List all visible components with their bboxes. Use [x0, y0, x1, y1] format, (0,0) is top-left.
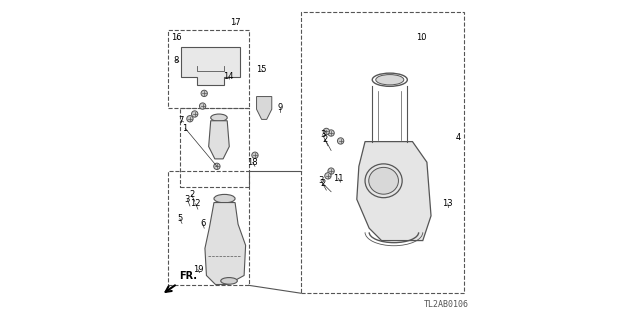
- Circle shape: [214, 163, 220, 170]
- Ellipse shape: [221, 277, 237, 284]
- Polygon shape: [257, 97, 272, 119]
- Circle shape: [200, 103, 206, 109]
- Ellipse shape: [214, 195, 235, 203]
- Circle shape: [201, 90, 207, 97]
- Text: 3: 3: [318, 176, 324, 185]
- Text: 18: 18: [248, 158, 258, 167]
- Text: FR.: FR.: [179, 271, 197, 281]
- Text: 9: 9: [278, 103, 283, 112]
- Text: 19: 19: [193, 265, 203, 274]
- Text: 2: 2: [321, 179, 326, 188]
- Circle shape: [328, 168, 334, 174]
- Circle shape: [252, 152, 258, 158]
- Text: 5: 5: [177, 214, 182, 223]
- Text: 16: 16: [172, 33, 182, 42]
- Text: 13: 13: [442, 199, 453, 208]
- Circle shape: [337, 138, 344, 144]
- Text: 15: 15: [256, 65, 267, 74]
- Text: 12: 12: [190, 199, 201, 208]
- Text: 11: 11: [333, 174, 344, 183]
- Text: 17: 17: [230, 19, 240, 28]
- Text: 3: 3: [185, 195, 190, 204]
- Ellipse shape: [369, 167, 399, 194]
- Text: 2: 2: [189, 190, 194, 199]
- Text: 10: 10: [416, 33, 427, 42]
- Polygon shape: [181, 47, 240, 85]
- Polygon shape: [205, 203, 246, 284]
- Text: 8: 8: [173, 56, 179, 65]
- Text: 14: 14: [223, 72, 234, 81]
- Circle shape: [323, 128, 330, 135]
- Text: TL2AB0106: TL2AB0106: [424, 300, 469, 309]
- Text: 7: 7: [179, 116, 184, 125]
- Ellipse shape: [211, 114, 227, 121]
- Text: 1: 1: [182, 124, 188, 133]
- Circle shape: [328, 130, 334, 136]
- Text: 6: 6: [200, 219, 205, 228]
- Circle shape: [187, 116, 193, 122]
- Text: 4: 4: [456, 133, 461, 142]
- Polygon shape: [209, 121, 229, 159]
- Circle shape: [324, 173, 331, 179]
- Circle shape: [191, 111, 198, 117]
- Ellipse shape: [376, 75, 404, 85]
- Polygon shape: [356, 142, 431, 241]
- Text: 3: 3: [320, 130, 325, 139]
- Text: 2: 2: [323, 135, 328, 144]
